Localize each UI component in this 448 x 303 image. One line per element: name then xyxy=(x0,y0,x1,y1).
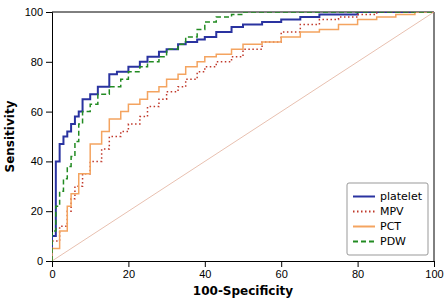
tick-mark xyxy=(434,261,435,267)
legend-swatch xyxy=(353,211,375,213)
tick-label: 20 xyxy=(31,205,43,217)
tick: 60 xyxy=(276,261,288,280)
tick-mark xyxy=(46,62,52,63)
legend-label: platelet xyxy=(380,190,423,203)
legend-label: MPV xyxy=(380,205,404,218)
x-axis: 0 20 40 60 80 100 xyxy=(49,261,443,280)
series-line xyxy=(52,12,434,261)
tick: 80 xyxy=(352,261,364,280)
y-axis-title: Sensitivity xyxy=(3,100,17,172)
x-axis-title: 100-Specificity xyxy=(193,284,293,298)
plot: 0 20 40 60 80 100 0 20 40 60 80 100 platelet MPV PCT PD… xyxy=(25,6,444,280)
tick: 0 xyxy=(49,261,55,280)
legend-swatch xyxy=(353,226,375,228)
tick-mark xyxy=(46,211,52,212)
tick: 20 xyxy=(123,261,135,280)
tick: 100 xyxy=(425,261,443,280)
legend-label: PCT xyxy=(380,220,401,233)
tick-label: 40 xyxy=(31,155,43,167)
tick-label: 80 xyxy=(31,56,43,68)
axis-line xyxy=(46,13,53,262)
lines xyxy=(52,12,434,261)
tick-label: 20 xyxy=(123,268,135,280)
series-line xyxy=(52,12,434,261)
legend-swatch xyxy=(353,241,375,243)
tick-label: 100 xyxy=(425,268,443,280)
tick: 20 xyxy=(31,205,52,217)
tick-mark xyxy=(46,12,52,13)
axis-line xyxy=(53,262,435,268)
tick-label: 60 xyxy=(276,268,288,280)
tick-mark xyxy=(46,261,52,262)
reference-line xyxy=(52,12,434,261)
tick: 100 xyxy=(25,6,52,18)
series-line xyxy=(52,12,434,261)
legend-label: PDW xyxy=(380,235,406,248)
tick-mark xyxy=(205,261,206,267)
tick-mark xyxy=(281,261,282,267)
chart: 0 20 40 60 80 100 0 20 40 60 80 100 platelet MPV PCT PD… xyxy=(0,0,448,303)
tick-mark xyxy=(46,161,52,162)
legend-swatch xyxy=(353,196,375,198)
legend: platelet MPV PCT PDW xyxy=(347,183,428,255)
tick-label: 100 xyxy=(25,6,43,18)
tick: 0 xyxy=(37,255,52,267)
tick-mark xyxy=(128,261,129,267)
tick: 80 xyxy=(31,56,52,68)
legend-frame xyxy=(347,183,428,255)
tick-label: 40 xyxy=(199,268,211,280)
tick-label: 80 xyxy=(352,268,364,280)
tick-mark xyxy=(358,261,359,267)
tick: 40 xyxy=(199,261,211,280)
tick-mark xyxy=(46,112,52,113)
series-line xyxy=(52,12,434,261)
y-axis: 0 20 40 60 80 100 xyxy=(25,6,53,267)
tick: 60 xyxy=(31,106,52,118)
frame xyxy=(434,12,435,261)
tick-label: 0 xyxy=(37,255,43,267)
tick-label: 0 xyxy=(49,268,55,280)
tick: 40 xyxy=(31,155,52,167)
tick-label: 60 xyxy=(31,106,43,118)
